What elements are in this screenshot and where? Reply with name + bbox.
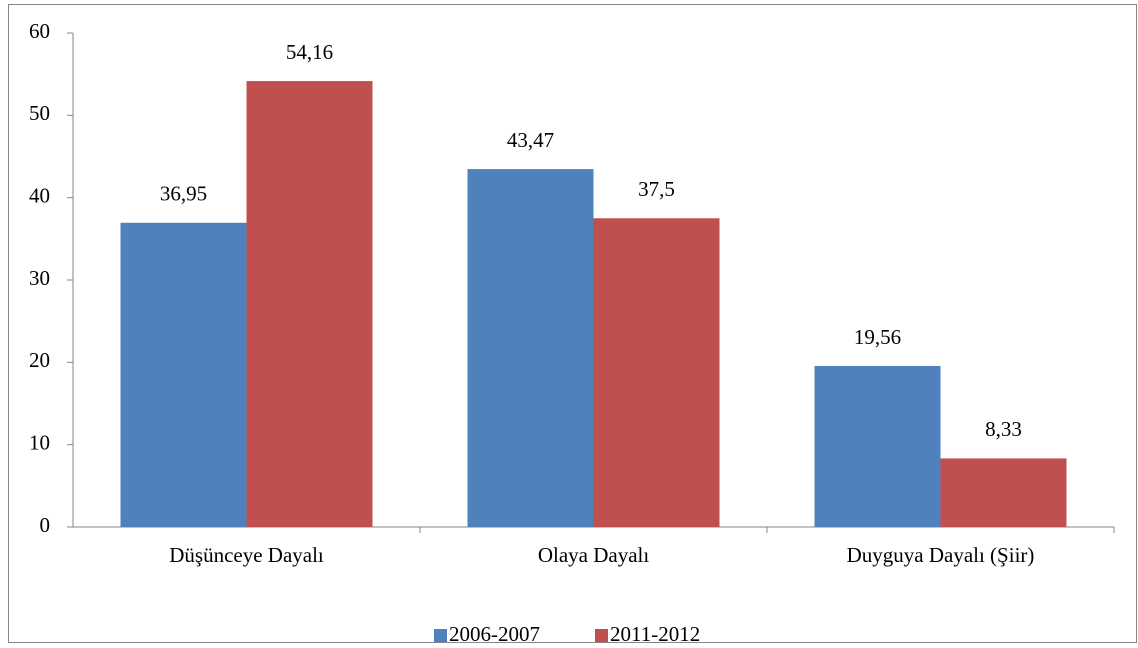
- legend-swatch: [434, 629, 447, 642]
- bar: [120, 222, 247, 528]
- y-tick-label: 40: [29, 183, 50, 207]
- y-tick-label: 30: [29, 266, 50, 290]
- value-label: 54,16: [286, 40, 333, 64]
- bar: [593, 218, 720, 527]
- bar: [940, 458, 1067, 527]
- y-tick-label: 60: [29, 19, 50, 43]
- y-tick-label: 0: [40, 513, 51, 537]
- x-tick-label: Duyguya Dayalı (Şiir): [847, 543, 1035, 567]
- value-label: 43,47: [507, 128, 554, 152]
- x-tick-label: Olaya Dayalı: [538, 543, 650, 567]
- y-tick-label: 10: [29, 430, 50, 454]
- legend-swatch: [595, 629, 608, 642]
- bar: [467, 169, 594, 528]
- x-tick-label: Düşünceye Dayalı: [169, 543, 324, 567]
- bar: [814, 365, 941, 527]
- value-label: 19,56: [854, 325, 901, 349]
- y-tick-label: 50: [29, 101, 50, 125]
- legend-label: 2011-2012: [610, 622, 700, 646]
- y-tick-label: 20: [29, 348, 50, 372]
- value-label: 8,33: [985, 417, 1022, 441]
- legend-label: 2006-2007: [449, 622, 540, 646]
- bar: [246, 81, 373, 527]
- value-label: 37,5: [638, 177, 675, 201]
- value-label: 36,95: [160, 182, 207, 206]
